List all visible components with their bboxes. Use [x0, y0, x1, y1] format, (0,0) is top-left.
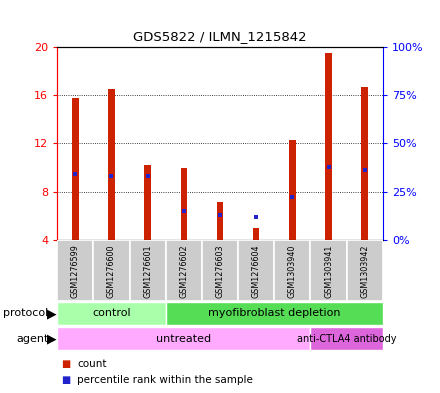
- Bar: [144, 165, 151, 240]
- Text: myofibroblast depletion: myofibroblast depletion: [208, 309, 341, 318]
- FancyBboxPatch shape: [57, 302, 166, 325]
- FancyBboxPatch shape: [202, 240, 238, 301]
- Point: [216, 211, 224, 218]
- FancyBboxPatch shape: [57, 240, 93, 301]
- Title: GDS5822 / ILMN_1215842: GDS5822 / ILMN_1215842: [133, 30, 307, 43]
- Bar: [217, 202, 223, 240]
- Point: [361, 167, 368, 174]
- Point: [325, 163, 332, 170]
- FancyBboxPatch shape: [311, 240, 347, 301]
- Text: GSM1276599: GSM1276599: [71, 244, 80, 298]
- Text: GSM1276601: GSM1276601: [143, 244, 152, 298]
- Text: protocol: protocol: [3, 309, 48, 318]
- Bar: [253, 228, 260, 240]
- Text: ▶: ▶: [47, 332, 56, 345]
- Text: ■: ■: [62, 375, 71, 385]
- FancyBboxPatch shape: [166, 240, 202, 301]
- Text: ▶: ▶: [47, 307, 56, 320]
- Point: [144, 173, 151, 179]
- Text: count: count: [77, 359, 106, 369]
- Text: GSM1276602: GSM1276602: [180, 244, 188, 298]
- Text: GSM1276600: GSM1276600: [107, 244, 116, 298]
- Text: GSM1303941: GSM1303941: [324, 244, 333, 298]
- FancyBboxPatch shape: [311, 327, 383, 351]
- FancyBboxPatch shape: [93, 240, 129, 301]
- FancyBboxPatch shape: [274, 240, 311, 301]
- Bar: [108, 89, 115, 240]
- FancyBboxPatch shape: [57, 327, 311, 351]
- Text: agent: agent: [16, 334, 48, 344]
- Point: [180, 208, 187, 214]
- Bar: [180, 167, 187, 240]
- Text: GSM1303940: GSM1303940: [288, 244, 297, 298]
- Point: [108, 173, 115, 179]
- Text: untreated: untreated: [156, 334, 211, 344]
- Point: [253, 213, 260, 220]
- Text: ■: ■: [62, 359, 71, 369]
- FancyBboxPatch shape: [129, 240, 166, 301]
- Bar: [361, 87, 368, 240]
- Point: [72, 171, 79, 177]
- FancyBboxPatch shape: [347, 240, 383, 301]
- Text: percentile rank within the sample: percentile rank within the sample: [77, 375, 253, 385]
- FancyBboxPatch shape: [238, 240, 274, 301]
- Text: GSM1303942: GSM1303942: [360, 244, 369, 298]
- Text: GSM1276603: GSM1276603: [216, 244, 224, 298]
- Bar: [72, 98, 79, 240]
- Text: anti-CTLA4 antibody: anti-CTLA4 antibody: [297, 334, 396, 344]
- FancyBboxPatch shape: [166, 302, 383, 325]
- Text: GSM1276604: GSM1276604: [252, 244, 260, 298]
- Bar: [325, 53, 332, 240]
- Point: [289, 194, 296, 200]
- Bar: [289, 140, 296, 240]
- Text: control: control: [92, 309, 131, 318]
